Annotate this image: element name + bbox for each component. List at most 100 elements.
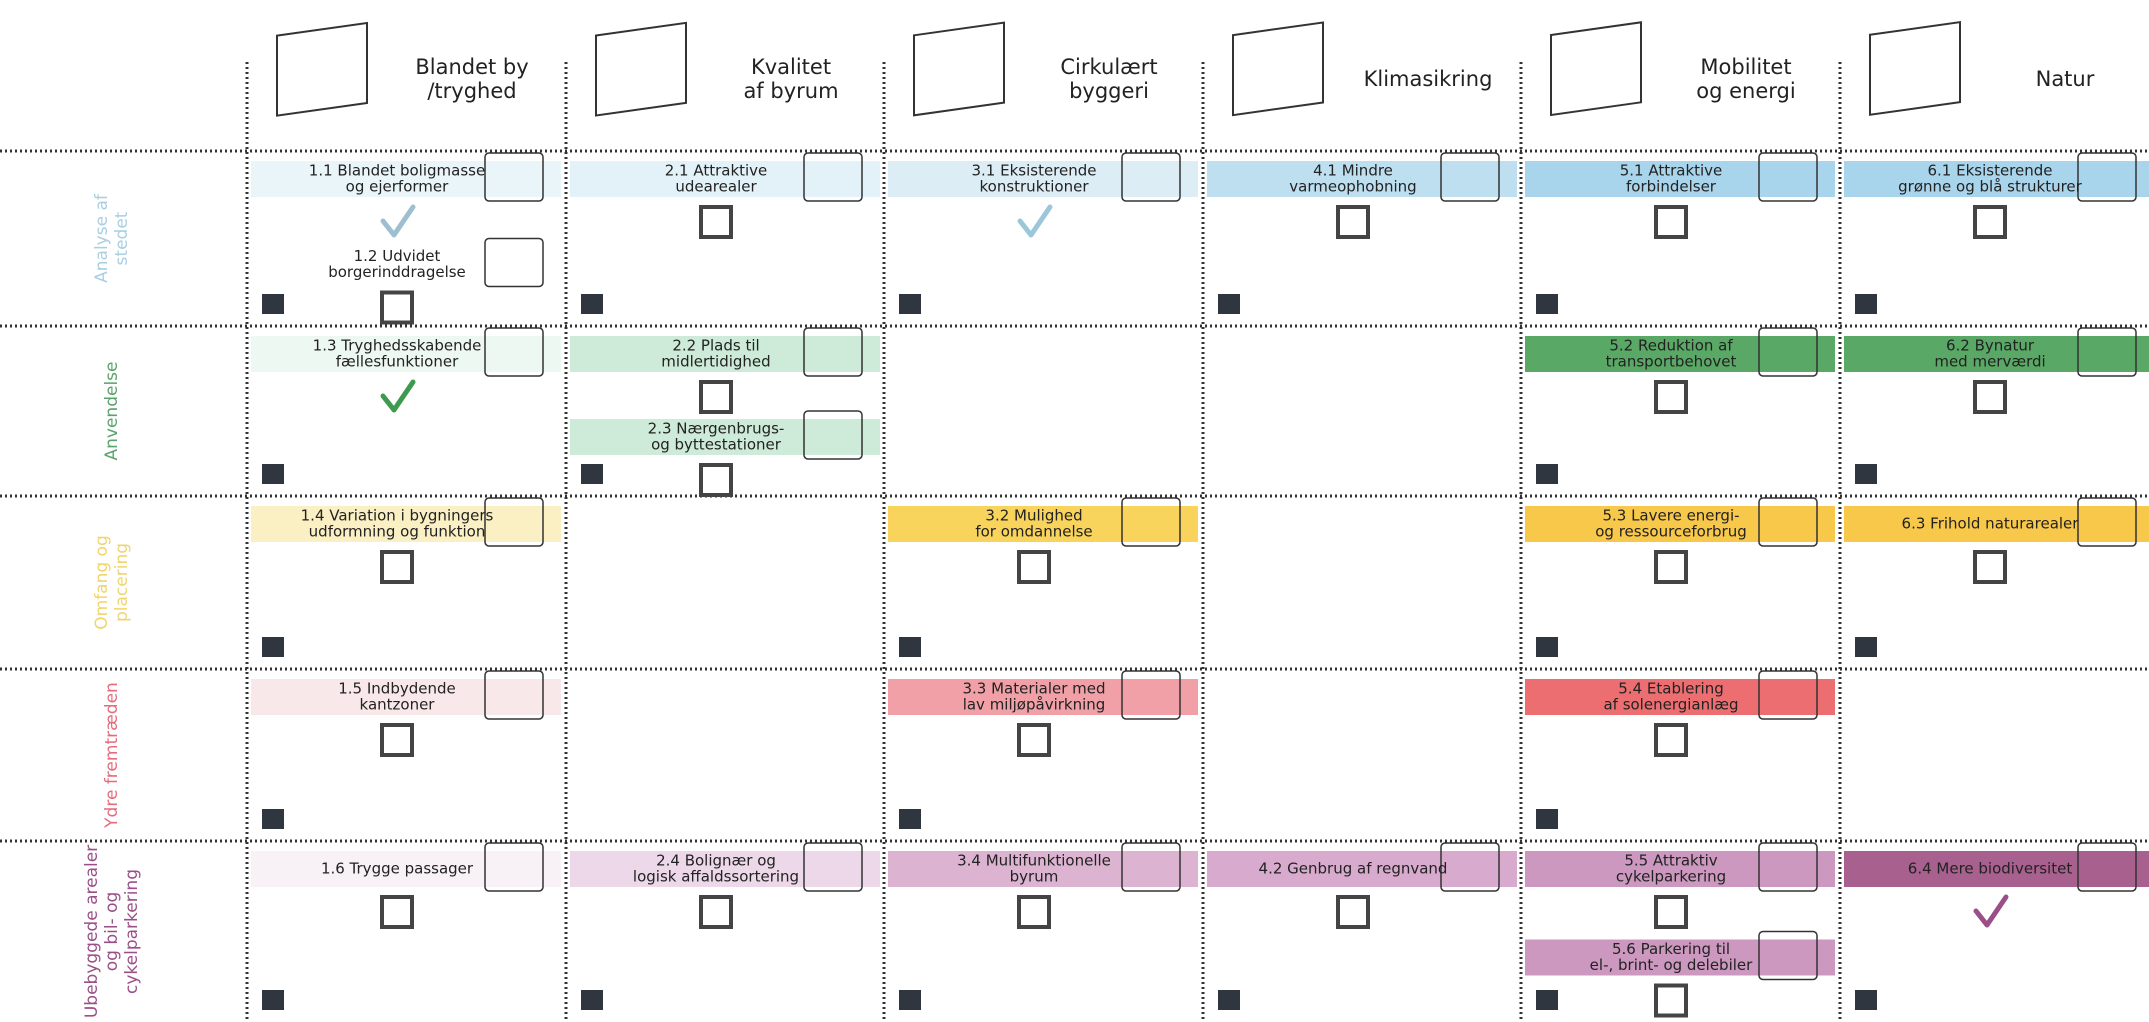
item-sketch <box>484 842 544 892</box>
row-label: Ubebyggede arealer <box>82 845 102 1018</box>
checkbox[interactable] <box>1017 723 1051 757</box>
dgnb-badge <box>1855 464 1877 484</box>
item-band <box>1525 161 1835 197</box>
dgnb-badge <box>1218 990 1240 1010</box>
item-text: borgerinddragelse <box>328 263 466 281</box>
checkbox[interactable] <box>1336 895 1370 929</box>
item-band <box>251 506 561 542</box>
item-text: forbindelser <box>1626 178 1717 196</box>
item-sketch <box>803 410 863 460</box>
item-band <box>570 336 880 372</box>
dgnb-badge <box>581 294 603 314</box>
row-label-group: Ubebyggede arealer og bil- og cykelparkeri… <box>82 845 142 1018</box>
item-band <box>251 679 561 715</box>
item-sketch <box>1758 842 1818 892</box>
item-band <box>251 851 561 887</box>
item-sketch <box>803 327 863 377</box>
item-text: 6.1 Eksisterende <box>1927 162 2052 180</box>
dgnb-badge <box>1536 809 1558 829</box>
row-label: cykelparkering <box>122 869 142 994</box>
dgnb-badge <box>899 294 921 314</box>
item-text: og byttestationer <box>651 436 782 454</box>
item-sketch <box>1758 152 1818 202</box>
item-sketch <box>803 152 863 202</box>
checkbox[interactable] <box>1973 380 2007 414</box>
item-text: 6.3 Frihold naturarealer <box>1902 515 2080 533</box>
checkbox[interactable] <box>1017 895 1051 929</box>
item-text: fællesfunktioner <box>336 353 459 371</box>
checkbox[interactable] <box>380 895 414 929</box>
dgnb-badge <box>262 294 284 314</box>
checkbox[interactable] <box>699 205 733 239</box>
checkbox[interactable] <box>1336 205 1370 239</box>
checkbox[interactable] <box>1017 550 1051 584</box>
item-text: udearealer <box>675 178 757 196</box>
item-sketch <box>1121 497 1181 547</box>
item-text: 3.1 Eksisterende <box>971 162 1096 180</box>
item-band <box>1525 939 1835 976</box>
item-text: for omdannelse <box>975 523 1092 541</box>
checkbox[interactable] <box>1973 205 2007 239</box>
checkbox[interactable] <box>699 380 733 414</box>
row-label-group: Omfang og placering <box>92 535 132 630</box>
item-text: 5.3 Lavere energi- <box>1602 507 1739 525</box>
item-text: 2.2 Plads til <box>672 337 759 355</box>
checkbox[interactable] <box>699 463 733 497</box>
item-sketch <box>484 497 544 547</box>
item-band <box>570 161 880 197</box>
item-text: kantzoner <box>360 696 436 714</box>
checkbox[interactable] <box>380 723 414 757</box>
checkbox[interactable] <box>1654 895 1688 929</box>
checkbox[interactable] <box>380 290 414 325</box>
item-text: af solenergianlæg <box>1603 696 1738 714</box>
checkbox[interactable] <box>1654 205 1688 239</box>
row-label-group: Ydre fremtræden <box>102 682 122 829</box>
checkmark <box>1017 204 1053 238</box>
item-band <box>888 679 1198 715</box>
item-band <box>888 851 1198 887</box>
item-band <box>251 161 561 197</box>
row-label: Ydre fremtræden <box>102 682 122 829</box>
item-sketch <box>803 842 863 892</box>
row-label: og bil- og <box>102 892 122 972</box>
checkbox[interactable] <box>1654 550 1688 584</box>
item-text: el-, brint- og delebiler <box>1590 956 1753 974</box>
column-title: Blandet by <box>415 55 528 79</box>
row-label: stedet <box>112 211 132 265</box>
item-text: transportbehovet <box>1606 353 1737 371</box>
checkbox[interactable] <box>1654 380 1688 414</box>
item-text: og ressourceforbrug <box>1595 523 1747 541</box>
item-text: 5.6 Parkering til <box>1612 940 1730 958</box>
item-band <box>251 246 561 283</box>
item-text: lav miljøpåvirkning <box>963 696 1106 714</box>
checkmark <box>1973 894 2009 928</box>
item-text: 1.3 Tryghedsskabende <box>313 337 482 355</box>
checkbox[interactable] <box>1654 723 1688 757</box>
item-band <box>1207 161 1517 197</box>
item-text: 3.3 Materialer med <box>962 680 1105 698</box>
item-text: 6.4 Mere biodiversitet <box>1908 860 2073 878</box>
item-band <box>1844 336 2149 372</box>
dgnb-badge <box>1536 990 1558 1010</box>
column-title: Cirkulært <box>1060 55 1157 79</box>
item-text: 1.1 Blandet boligmasse <box>309 162 485 180</box>
dgnb-badge <box>899 809 921 829</box>
item-text: midlertidighed <box>661 353 770 371</box>
checkbox[interactable] <box>380 550 414 584</box>
item-sketch <box>1121 842 1181 892</box>
dgnb-badge <box>262 809 284 829</box>
header-sketch <box>276 21 368 117</box>
header-sketch <box>913 21 1005 117</box>
item-sketch <box>1440 152 1500 202</box>
item-sketch <box>2077 842 2137 892</box>
item-sketch <box>1121 670 1181 720</box>
checkbox[interactable] <box>699 895 733 929</box>
checkbox[interactable] <box>1973 550 2007 584</box>
item-band <box>570 851 880 887</box>
checkbox[interactable] <box>1654 983 1688 1018</box>
row-label: Anvendelse <box>102 362 122 461</box>
item-text: 2.3 Nærgenbrugs- <box>648 420 785 438</box>
column-title: og energi <box>1696 79 1795 103</box>
item-text: 3.2 Mulighed <box>985 507 1082 525</box>
